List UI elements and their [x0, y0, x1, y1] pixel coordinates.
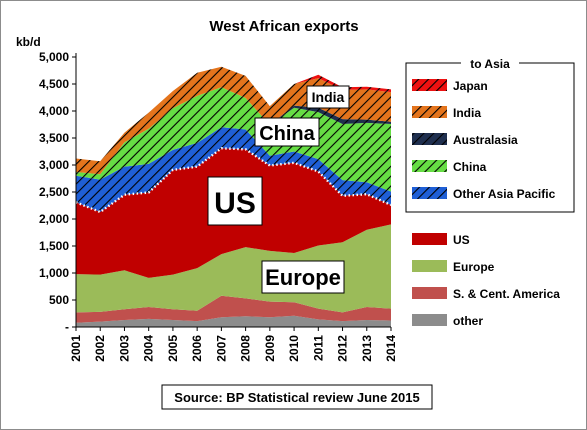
india-annotation: India	[312, 89, 345, 105]
x-tick-label: 2006	[190, 335, 204, 362]
legend-label-india: India	[453, 106, 481, 120]
x-tick-label: 2001	[69, 335, 83, 362]
x-tick-label: 2002	[93, 335, 107, 362]
legend-swatch-us	[412, 233, 447, 245]
x-tick-label: 2012	[336, 335, 350, 362]
legend-swatch-europe	[412, 260, 447, 272]
x-tick-label: 2010	[287, 335, 301, 362]
chart-title: West African exports	[209, 18, 358, 35]
x-tick-label: 2008	[239, 335, 253, 362]
legend-label-s-cent-america: S. & Cent. America	[453, 287, 560, 301]
x-tick-label: 2007	[214, 335, 228, 362]
y-tick-label: 2,500	[39, 185, 69, 199]
y-tick-label: 4,000	[39, 104, 69, 118]
china-annotation-box	[254, 117, 320, 147]
india-annotation-box	[306, 85, 350, 109]
legend-swatch-other-asia-pacific	[412, 187, 447, 199]
legend-label-other-asia-pacific: Other Asia Pacific	[453, 187, 556, 201]
y-tick-label: 4,500	[39, 77, 69, 91]
legend-label-europe: Europe	[453, 260, 495, 274]
y-tick-labels: - 500 1,000 1,500 2,000 2,500 3,000 3,500 4,000 4…	[39, 50, 69, 334]
legend-label-other: other	[453, 314, 483, 328]
legend-swatch-china	[412, 160, 447, 172]
x-tick-label: 2005	[166, 335, 180, 362]
x-tick-label: 2011	[311, 335, 325, 361]
legend-asia: Japan India Australasia China Other Asia Pac…	[412, 79, 556, 201]
legend-swatch-japan	[412, 79, 447, 91]
y-tick-label: 500	[49, 293, 69, 307]
x-tick-label: 2014	[384, 335, 398, 362]
area-other	[76, 315, 391, 327]
source-box	[161, 384, 433, 410]
area-australasia	[76, 87, 391, 175]
legend-swatch-australasia	[412, 133, 447, 145]
y-tick-label: 5,000	[39, 50, 69, 64]
legend-label-australasia: Australasia	[453, 133, 518, 147]
y-tick-label: 3,500	[39, 131, 69, 145]
axes	[72, 53, 392, 331]
legend-other: US Europe S. & Cent. America other	[412, 233, 560, 328]
area-other-asia-pacific	[76, 127, 391, 212]
legend-asia-header-bg	[461, 57, 519, 71]
y-tick-label: -	[65, 320, 69, 334]
us-annotation: US	[214, 187, 256, 220]
legend-swatch-india	[412, 106, 447, 118]
y-tick-label: 3,000	[39, 158, 69, 172]
europe-annotation: Europe	[265, 265, 341, 290]
us-annotation-box	[207, 176, 263, 226]
area-china	[76, 87, 391, 192]
legend-label-us: US	[453, 233, 470, 247]
legend-swatch-s-cent-america	[412, 287, 447, 299]
x-tick-labels: 2001 2002 2003 2004 2005 2006 2007 2008 2009 2010…	[69, 335, 398, 362]
europe-annotation-box	[261, 260, 345, 294]
x-tick-label: 2003	[117, 335, 131, 362]
legend-asia-header: to Asia	[470, 57, 510, 71]
y-axis-unit: kb/d	[16, 35, 41, 49]
source-note: Source: BP Statistical review June 2015	[174, 390, 419, 405]
x-tick-label: 2004	[142, 335, 156, 362]
china-annotation: China	[259, 123, 315, 145]
legend-swatch-other	[412, 314, 447, 326]
x-tick-label: 2013	[360, 335, 374, 362]
asia-boundary-line	[75, 147, 392, 214]
legend-label-japan: Japan	[453, 79, 488, 93]
y-tick-label: 2,000	[39, 212, 69, 226]
y-tick-label: 1,500	[39, 239, 69, 253]
y-tick-label: 1,000	[39, 266, 69, 280]
x-tick-label: 2009	[263, 335, 277, 362]
area-s-cent-america	[76, 295, 391, 323]
legend-label-china: China	[453, 160, 487, 174]
